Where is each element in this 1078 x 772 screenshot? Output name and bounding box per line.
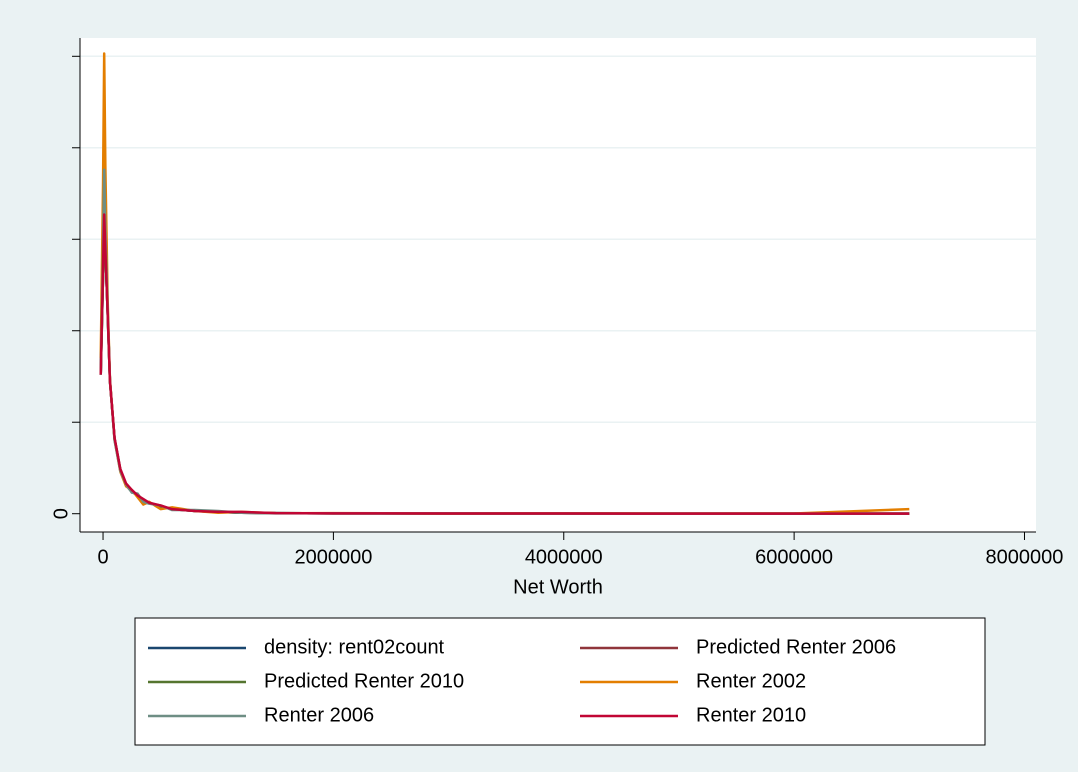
x-tick-label: 0	[97, 546, 108, 568]
x-tick-label: 8000000	[986, 546, 1064, 568]
y-tick-label: 0	[50, 508, 72, 519]
legend-label: density: rent02count	[264, 636, 445, 658]
legend	[134, 617, 986, 746]
legend-label: Predicted Renter 2010	[264, 670, 464, 692]
line-series	[99, 213, 910, 515]
legend-label: Predicted Renter 2006	[696, 636, 896, 658]
plot-area	[80, 38, 1036, 532]
x-tick-label: 6000000	[755, 546, 833, 568]
x-tick-label: 4000000	[525, 546, 603, 568]
legend-label: Renter 2002	[696, 670, 806, 692]
x-axis-title: Net Worth	[513, 576, 603, 598]
legend-label: Renter 2006	[264, 704, 374, 726]
legend-label: Renter 2010	[696, 704, 806, 726]
x-tick-label: 2000000	[294, 546, 372, 568]
